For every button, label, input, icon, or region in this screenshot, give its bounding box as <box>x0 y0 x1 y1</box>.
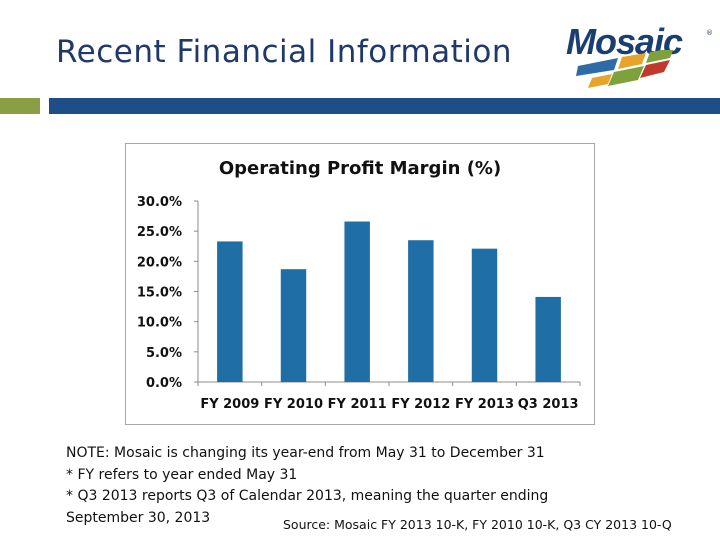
y-tick-label: 25.0% <box>137 225 182 240</box>
x-tick-label: FY 2011 <box>328 397 387 412</box>
bar <box>280 269 307 382</box>
chart-title: Operating Profit Margin (%) <box>218 158 502 179</box>
title-divider-blue <box>49 98 720 114</box>
source-citation: Source: Mosaic FY 2013 10-K, FY 2010 10-… <box>283 517 672 532</box>
bar-chart: 0.0% 5.0% 10.0% 15.0% 20.0% 25.0% 30.0% FY 2009… <box>137 195 581 412</box>
bar <box>217 241 243 382</box>
title-divider <box>0 98 720 114</box>
x-tick-label: FY 2013 <box>455 397 514 412</box>
chart-frame: Operating Profit Margin (%) 0.0% 5.0% 10.0… <box>125 143 595 425</box>
title-divider-green <box>0 98 40 114</box>
logo-registered-mark: ® <box>706 29 713 37</box>
notes: NOTE: Mosaic is changing its year-end fr… <box>66 443 548 529</box>
y-tick-label: 10.0% <box>137 316 182 331</box>
note-line-2: * FY refers to year ended May 31 <box>66 466 298 483</box>
x-tick-label: FY 2012 <box>391 397 450 412</box>
y-tick-label: 5.0% <box>146 346 182 361</box>
bar <box>535 296 561 382</box>
note-line-1: NOTE: Mosaic is changing its year-end fr… <box>66 445 545 461</box>
logo-tiles-icon <box>576 50 674 88</box>
y-tick-label: 15.0% <box>137 286 182 301</box>
bar <box>344 221 370 382</box>
x-tick-label: Q3 2013 <box>518 397 579 412</box>
y-tick-label: 0.0% <box>146 376 182 391</box>
note-line-3: * Q3 2013 reports Q3 of Calendar 2013, m… <box>66 488 549 504</box>
bar <box>471 248 498 382</box>
mosaic-logo: Mosaic ® <box>562 20 714 90</box>
x-tick-label: FY 2010 <box>264 397 323 412</box>
x-tick-label: FY 2009 <box>200 397 259 412</box>
y-tick-label: 30.0% <box>137 195 182 210</box>
note-line-4: September 30, 2013 <box>66 509 211 526</box>
slide-title: Recent Financial Information <box>56 34 513 70</box>
bar <box>408 240 434 382</box>
y-tick-label: 20.0% <box>137 255 182 270</box>
